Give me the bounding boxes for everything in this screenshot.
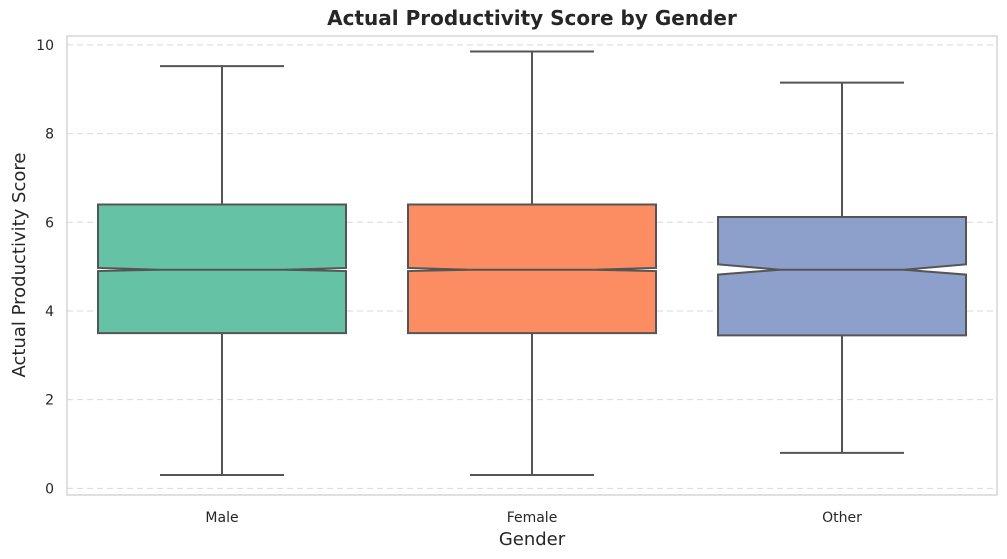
- y-tick-label: 10: [36, 38, 54, 54]
- x-tick-label: Male: [205, 510, 238, 526]
- chart-title: Actual Productivity Score by Gender: [327, 6, 737, 30]
- box-other: [717, 81, 967, 454]
- x-axis-ticks: Male Female Other: [205, 510, 862, 526]
- y-axis-ticks: 0 2 4 6 8 10: [36, 38, 54, 497]
- y-tick-label: 4: [45, 304, 54, 320]
- y-tick-label: 2: [45, 393, 54, 409]
- plot-frame: [66, 35, 998, 496]
- box-female: [407, 50, 657, 477]
- x-tick-label: Female: [507, 510, 558, 526]
- y-tick-label: 0: [45, 481, 54, 497]
- box-body: [717, 215, 967, 337]
- box-male: [97, 65, 347, 477]
- plot-boxes: [97, 50, 967, 477]
- x-tick-label: Other: [822, 510, 862, 526]
- y-tick-label: 8: [45, 127, 54, 143]
- x-axis-label: Gender: [499, 529, 566, 550]
- y-axis-label: Actual Productivity Score: [9, 153, 30, 378]
- y-tick-label: 6: [45, 215, 54, 231]
